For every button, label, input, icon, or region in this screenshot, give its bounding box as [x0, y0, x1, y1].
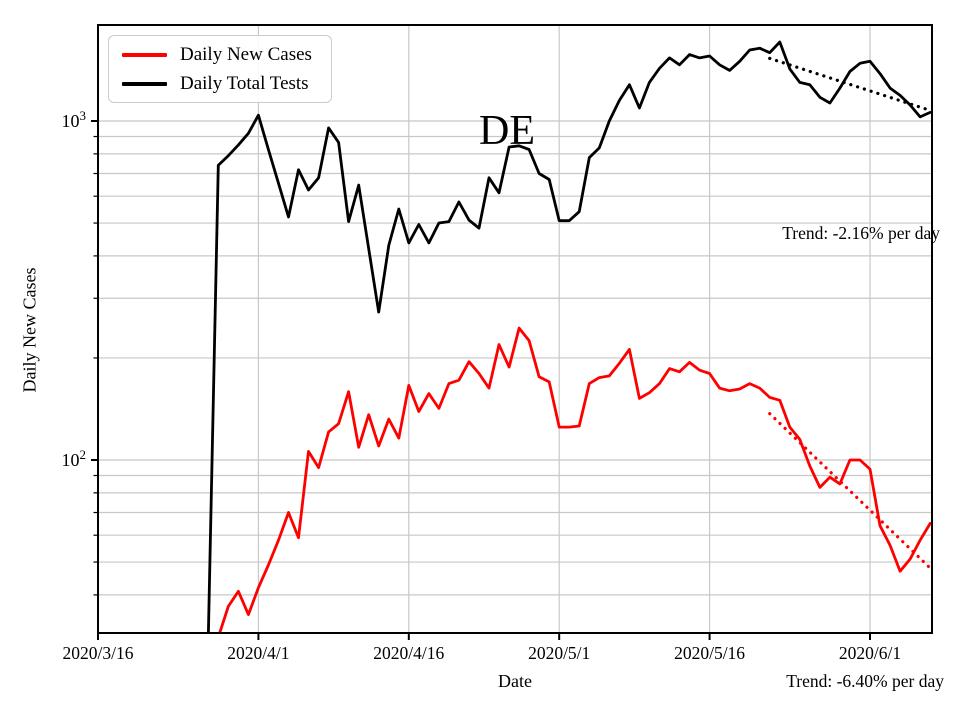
x-tick-label: 2020/5/16: [674, 643, 746, 663]
trend-dotted-line: [768, 412, 932, 570]
axes-frame: [97, 24, 933, 634]
trend-dotted-line: [768, 56, 932, 112]
cases-trend-annotation: Trend: -6.40% per day: [786, 671, 944, 691]
legend: Daily New Cases Daily Total Tests: [108, 35, 332, 103]
legend-entry-daily-new-cases: Daily New Cases: [109, 45, 331, 64]
x-axis-title: Date: [498, 671, 532, 691]
series-line-daily-new-cases: [218, 326, 932, 633]
legend-swatch-red-line-icon: [122, 52, 167, 57]
grid-layer: [97, 25, 932, 633]
legend-swatch-black-line-icon: [122, 81, 167, 86]
series-line-daily-total-tests: [206, 40, 932, 633]
x-tick-label: 2020/6/1: [838, 643, 902, 663]
x-tick-label: 2020/3/16: [62, 643, 134, 663]
y-tick-label-1000: 103: [61, 108, 87, 131]
legend-entry-daily-total-tests: Daily Total Tests: [109, 74, 331, 93]
x-tick-label: 2020/5/1: [528, 643, 591, 663]
y-axis-title: Daily New Cases: [19, 267, 40, 393]
x-tick-label: 2020/4/1: [227, 643, 290, 663]
x-tick-label: 2020/4/16: [373, 643, 445, 663]
tick-marks: [91, 120, 871, 640]
tests-trend-annotation: Trend: -2.16% per day: [782, 223, 940, 243]
y-tick-label-100: 102: [61, 447, 87, 470]
country-code-annotation: DE: [479, 108, 535, 154]
legend-label: Daily Total Tests: [180, 73, 309, 94]
legend-label: Daily New Cases: [180, 44, 312, 65]
